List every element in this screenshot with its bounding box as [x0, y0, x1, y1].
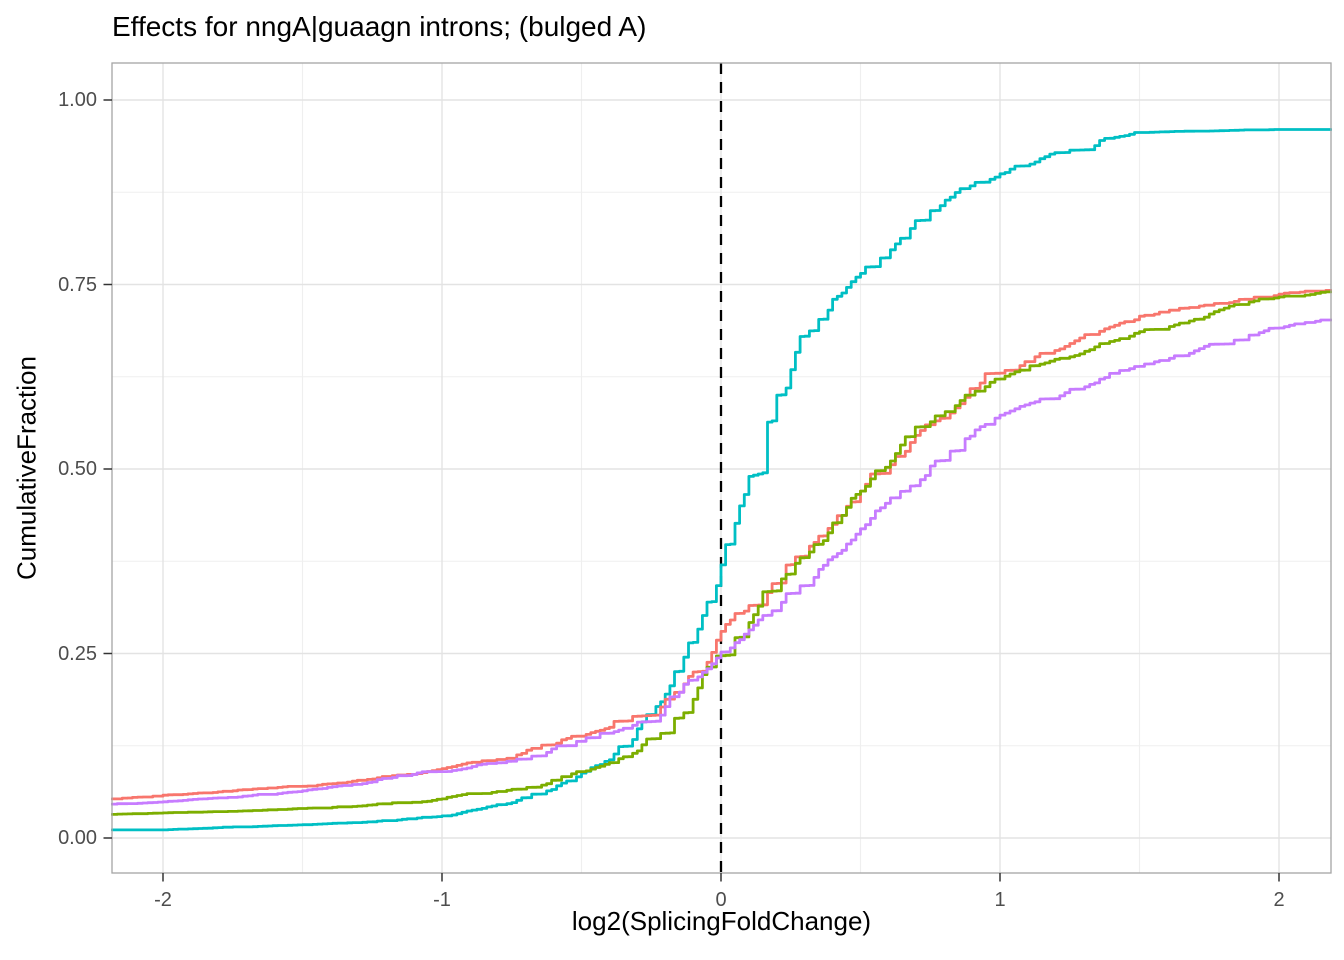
x-tick-label: -1 [433, 889, 451, 911]
y-tick-label: 0.75 [58, 273, 97, 296]
x-tick-label: 2 [1273, 889, 1285, 911]
y-tick-label: 0.00 [58, 827, 97, 849]
ecdf-curve-teal [111, 128, 1332, 832]
x-tick-label: 0 [715, 889, 727, 911]
ecdf-curve-purple [111, 318, 1332, 806]
x-tick-label: 1 [994, 889, 1006, 911]
y-tick-label: 0.50 [58, 458, 97, 480]
ecdf-curve-salmon [111, 289, 1332, 801]
chart-title: Effects for nngA|guaagn introns; (bulged… [112, 11, 647, 42]
x-tick-label: -2 [154, 889, 172, 911]
x-axis-title: log2(SplicingFoldChange) [571, 906, 872, 936]
ecdf-curve-olive-green [111, 290, 1332, 816]
y-tick-label: 1.00 [58, 89, 97, 111]
y-tick-label: 0.25 [58, 642, 97, 665]
